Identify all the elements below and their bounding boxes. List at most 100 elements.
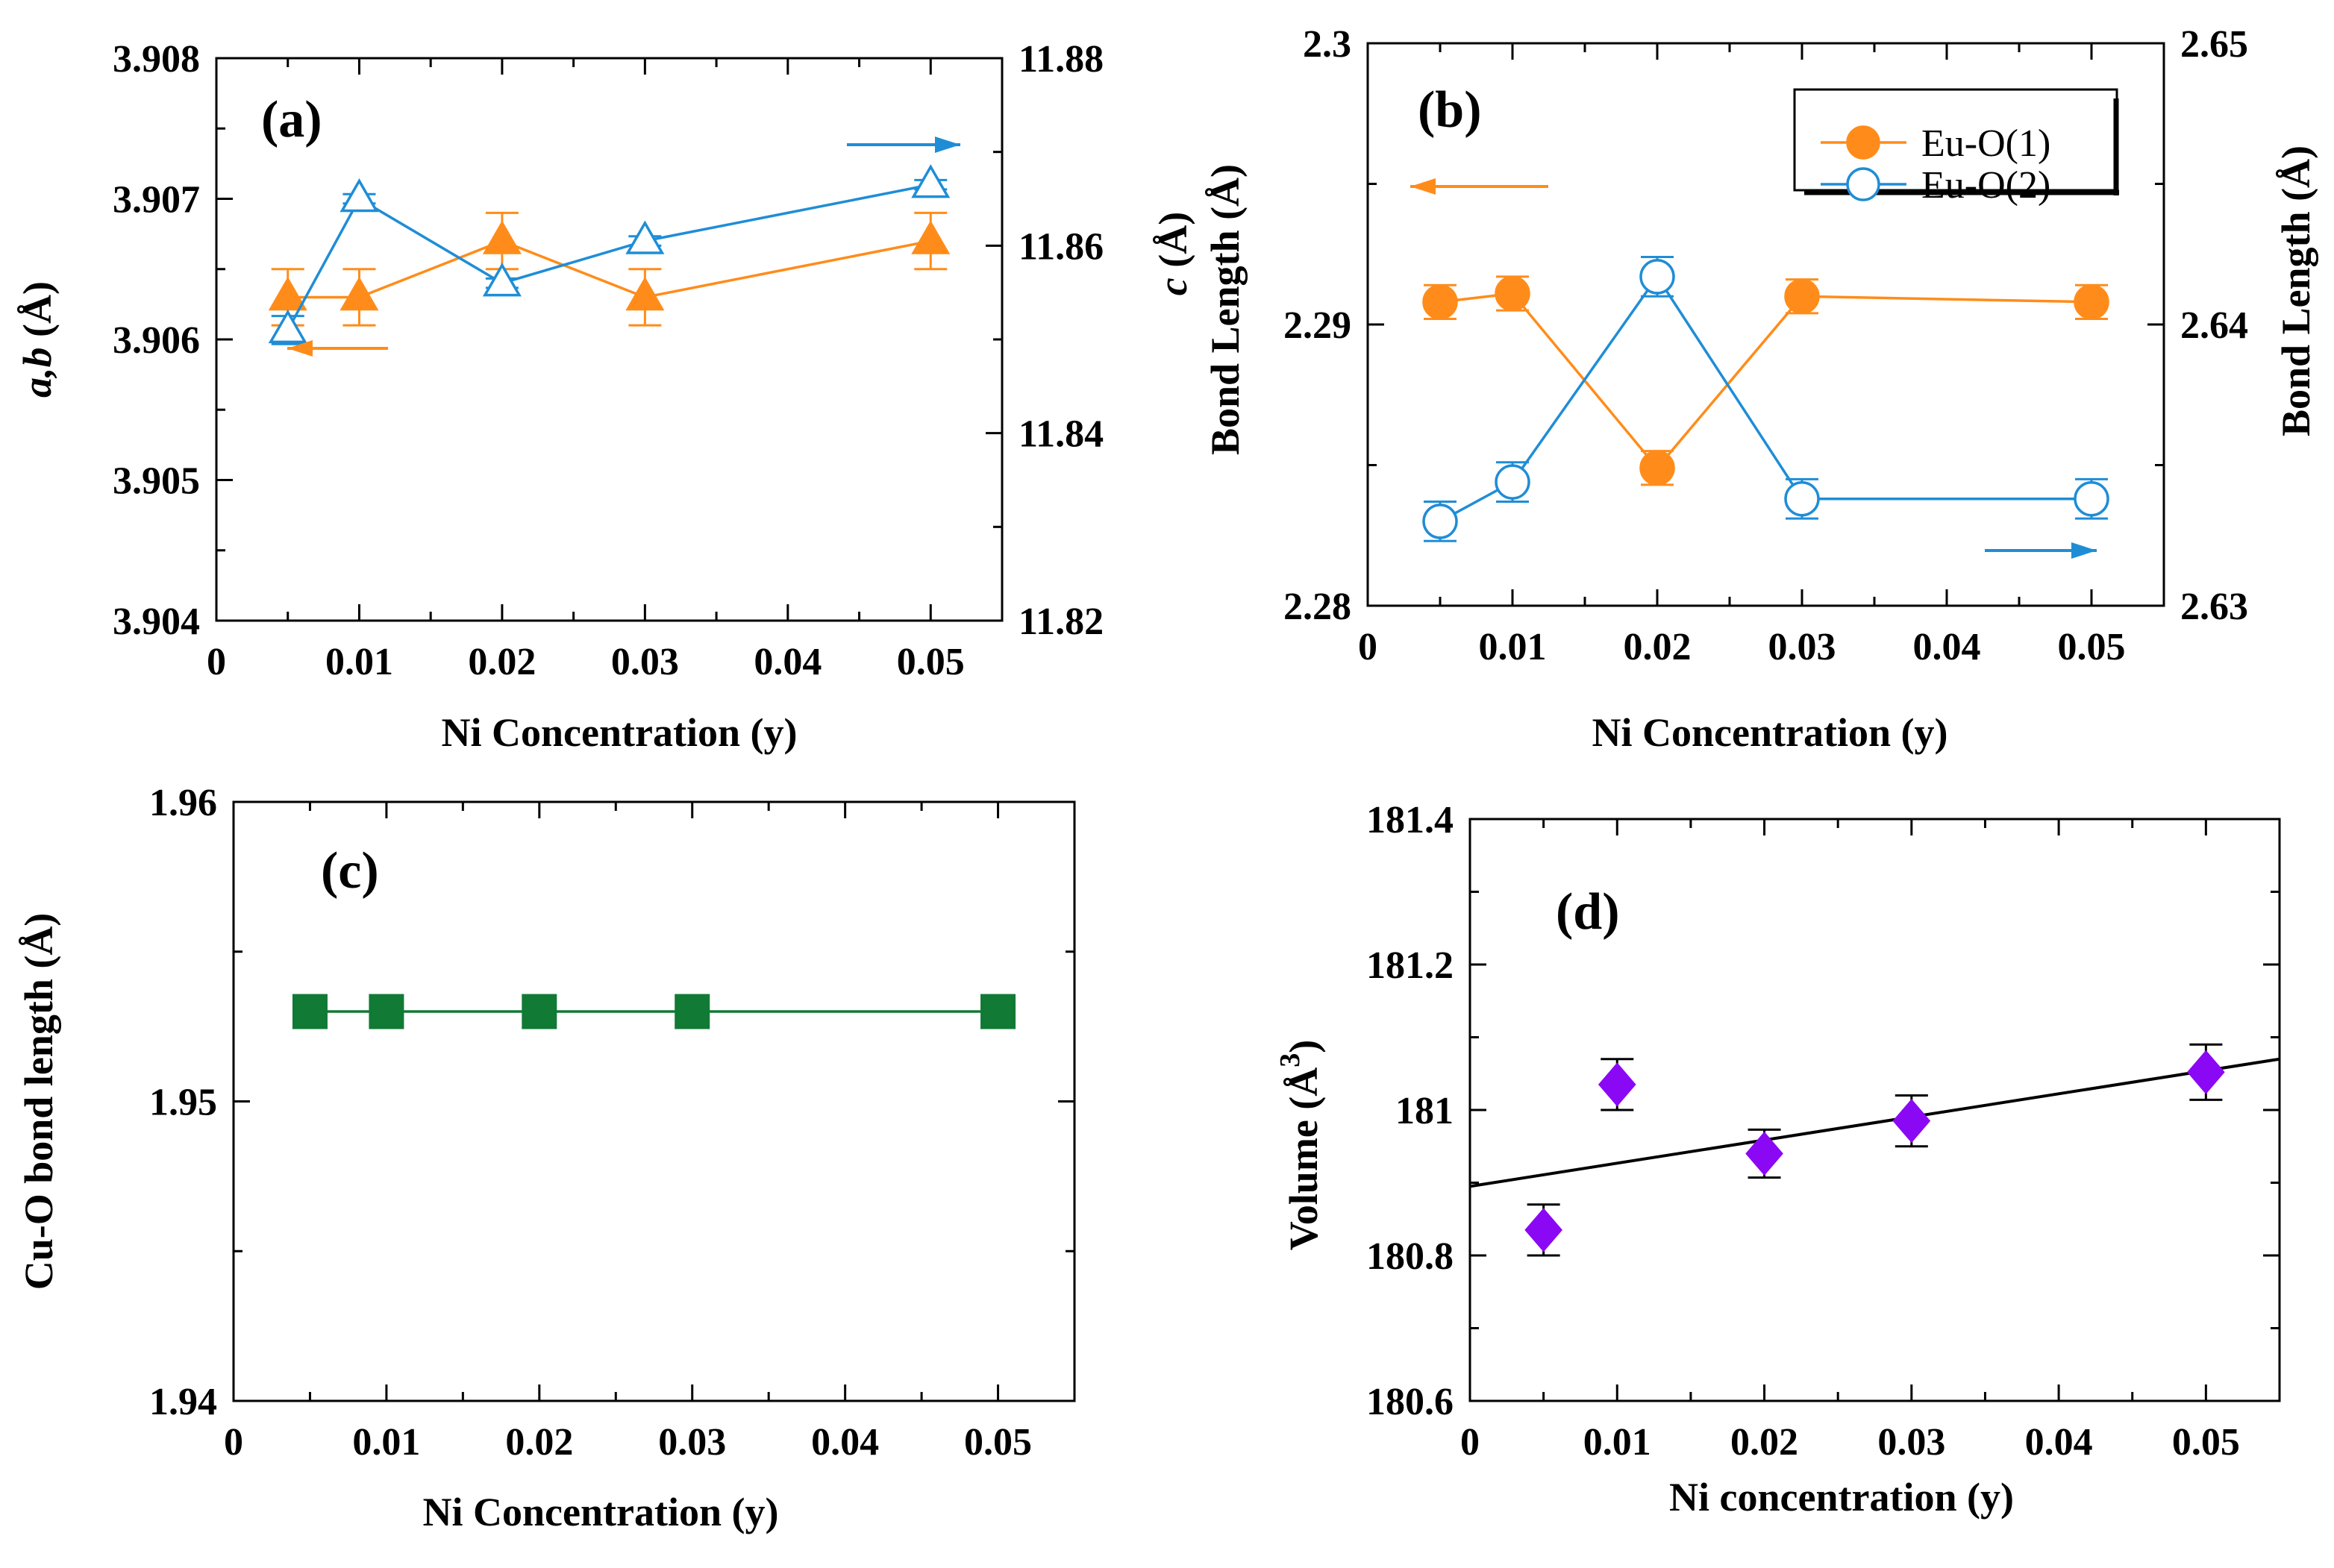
y-tick-label: 181.2: [1366, 944, 1454, 987]
series-Eu-O(1): [1422, 275, 2109, 486]
x-tick-label: 0.05: [2172, 1421, 2240, 1464]
data-point: [911, 164, 951, 198]
data-point: [482, 220, 522, 254]
panel-a: 0 0.01 0.02 0.03 0.04 0.05 3.904 3.905 3.906 3.90…: [15, 38, 1104, 755]
x-tick-label: 0.02: [468, 641, 536, 683]
data-point: [1495, 275, 1530, 312]
legend-marker: [1846, 167, 1880, 201]
series-a,b: [268, 211, 951, 327]
x-tick-label: 0: [1358, 626, 1377, 668]
x-tick-label: 0.05: [2058, 626, 2126, 668]
y2-tick-label: 11.88: [1019, 38, 1104, 81]
fit-line: [1469, 1057, 2280, 1188]
y-axis-label-main: Volume (Å: [1281, 1067, 1326, 1251]
data-point: [268, 276, 307, 311]
y-tick-label: 3.908: [113, 38, 200, 81]
x-tick-label: 0.03: [1768, 626, 1836, 668]
data-point: [1495, 464, 1530, 500]
data-point: [268, 309, 307, 344]
series-line: [1439, 274, 2091, 523]
plot-frame: [215, 57, 1004, 622]
y-tick-label: 2.29: [1283, 304, 1351, 347]
data-point: [1422, 504, 1458, 539]
data-point: [522, 994, 557, 1029]
data-point: [292, 994, 328, 1029]
data-point: [1784, 480, 1820, 517]
series-line: [287, 239, 931, 299]
data-point: [1422, 284, 1458, 320]
y2-tick-label: 11.86: [1019, 225, 1104, 268]
y-tick-label: 1.95: [149, 1082, 217, 1124]
data-point: [482, 263, 522, 297]
panel-label: (c): [321, 842, 379, 900]
x-tick-label: 0.04: [811, 1421, 879, 1464]
x-tick-label: 0.02: [1624, 626, 1692, 668]
x-tick-label: 0: [1460, 1421, 1480, 1464]
y2-tick-label: 11.84: [1019, 413, 1104, 456]
data-point: [1598, 1062, 1636, 1107]
y-tick-label: 3.906: [113, 319, 200, 362]
y2-tick-label: 2.65: [2180, 23, 2248, 66]
data-point: [675, 994, 710, 1029]
panel-b: 0 0.01 0.02 0.03 0.04 0.05 2.28 2.29 2.3 2.63 2.64…: [1151, 23, 2318, 755]
y-tick-label: 181: [1395, 1090, 1454, 1132]
panel-label: (b): [1418, 81, 1482, 139]
data-point: [2074, 480, 2109, 517]
y-axis-label-close: ): [1281, 1040, 1326, 1053]
x-tick-label: 0.01: [1583, 1421, 1651, 1464]
legend-label: Eu-O(2): [1921, 164, 2050, 207]
y-axis-label: Bond Length (Å): [1203, 164, 1248, 455]
data-point: [2074, 284, 2109, 320]
y-tick-label: 3.905: [113, 460, 200, 503]
data-point: [369, 994, 404, 1029]
y-axis-label-c: c (Å): [1151, 212, 1195, 295]
series-Eu-O(2): [1422, 256, 2109, 542]
y-tick-label: 3.904: [113, 600, 200, 643]
legend-label: Eu-O(1): [1921, 122, 2050, 165]
data-point: [1892, 1099, 1931, 1144]
y-tick-label: 2.28: [1283, 586, 1351, 628]
data-point: [1745, 1131, 1783, 1176]
y2-tick-label: 2.64: [2180, 304, 2248, 347]
data-point: [1639, 259, 1675, 295]
x-tick-label: 0.02: [1730, 1421, 1798, 1464]
y-axis-label: Volume (Å3): [1274, 1040, 1326, 1251]
data-point: [1639, 450, 1675, 486]
y-axis-label-italic: a,b: [15, 337, 60, 398]
left-axis-arrow-head: [1410, 178, 1436, 195]
panel-d: 0 0.01 0.02 0.03 0.04 0.05 180.6 180.8 181 181.2 1…: [1274, 799, 2281, 1520]
x-tick-label: 0.03: [611, 641, 679, 683]
y-tick-label: 2.3: [1303, 23, 1351, 66]
x-axis-label: Ni Concentration (y): [1592, 710, 1948, 755]
data-point: [1524, 1208, 1562, 1252]
legend: Eu-O(1)Eu-O(2): [1793, 88, 2119, 207]
y-axis-label: a,b (Å): [15, 281, 60, 398]
data-point: [1784, 278, 1820, 315]
y2-axis-label: Bond Length (Å): [2274, 145, 2318, 436]
right-axis-arrow-head: [935, 137, 960, 153]
x-tick-label: 0.04: [2025, 1421, 2093, 1464]
data-point: [2187, 1050, 2225, 1094]
data-point: [625, 220, 665, 254]
y-tick-label: 3.907: [113, 179, 200, 222]
x-tick-label: 0.02: [505, 1421, 573, 1464]
x-tick-label: 0.05: [897, 641, 965, 683]
data-point: [340, 178, 379, 213]
y2-tick-label: 11.82: [1019, 600, 1104, 643]
series-Cu-O: [292, 994, 1016, 1029]
x-tick-label: 0.03: [658, 1421, 726, 1464]
y-tick-label: 180.6: [1366, 1381, 1454, 1423]
panel-label: (d): [1556, 883, 1620, 941]
y-axis-label: Cu-O bond length (Å): [16, 913, 61, 1291]
data-point: [340, 276, 379, 311]
y-axis-label-sup: 3: [1274, 1053, 1306, 1067]
x-tick-label: 0.04: [754, 641, 822, 683]
y-axis-label-italic: c: [1151, 268, 1195, 295]
y-tick-label: 1.96: [149, 782, 217, 824]
y-tick-label: 181.4: [1366, 799, 1454, 841]
y-tick-label: 1.94: [149, 1381, 217, 1423]
x-tick-label: 0.04: [1913, 626, 1981, 668]
data-point: [625, 276, 665, 311]
y-axis-label-unit: (Å): [1151, 212, 1195, 268]
